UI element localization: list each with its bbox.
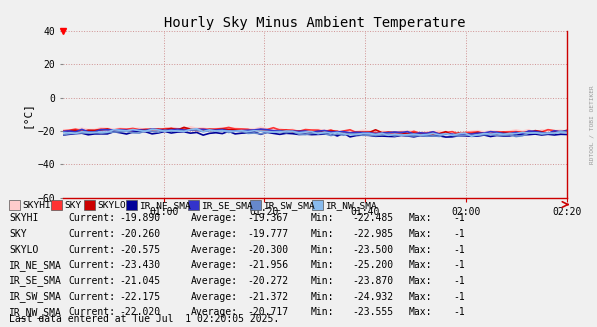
Text: -20.300: -20.300 — [248, 245, 289, 254]
Text: Min:: Min: — [310, 245, 334, 254]
Text: Max:: Max: — [409, 307, 432, 317]
Text: -19.367: -19.367 — [248, 213, 289, 223]
Text: SKYHI: SKYHI — [9, 213, 38, 223]
Text: -22.020: -22.020 — [119, 307, 161, 317]
Text: -20.575: -20.575 — [119, 245, 161, 254]
Text: IR_NE_SMA: IR_NE_SMA — [9, 260, 62, 271]
Text: SKY: SKY — [9, 229, 27, 239]
Text: Current:: Current: — [69, 276, 116, 286]
Text: IR_SE_SMA: IR_SE_SMA — [9, 275, 62, 286]
Text: RDTOOL / TOBI OETIKER: RDTOOL / TOBI OETIKER — [590, 85, 595, 164]
Text: IR_SE_SMA: IR_SE_SMA — [201, 201, 253, 210]
Text: -20.717: -20.717 — [248, 307, 289, 317]
Text: SKYHI: SKYHI — [22, 201, 51, 210]
Text: Current:: Current: — [69, 260, 116, 270]
Text: Average:: Average: — [191, 213, 238, 223]
Text: Max:: Max: — [409, 213, 432, 223]
Text: -22.175: -22.175 — [119, 292, 161, 301]
Text: Max:: Max: — [409, 260, 432, 270]
Text: Average:: Average: — [191, 260, 238, 270]
Text: -19.777: -19.777 — [248, 229, 289, 239]
Text: -24.932: -24.932 — [352, 292, 393, 301]
Text: -1: -1 — [454, 229, 466, 239]
Text: IR_NW_SMA: IR_NW_SMA — [9, 307, 62, 318]
Text: -22.485: -22.485 — [352, 213, 393, 223]
Text: -21.956: -21.956 — [248, 260, 289, 270]
Text: -23.430: -23.430 — [119, 260, 161, 270]
Text: Current:: Current: — [69, 213, 116, 223]
Text: Current:: Current: — [69, 229, 116, 239]
Text: IR_SW_SMA: IR_SW_SMA — [9, 291, 62, 302]
Text: Max:: Max: — [409, 292, 432, 301]
Text: -1: -1 — [454, 307, 466, 317]
Text: IR_NW_SMA: IR_NW_SMA — [325, 201, 377, 210]
Text: Min:: Min: — [310, 292, 334, 301]
Text: SKYLO: SKYLO — [9, 245, 38, 254]
Title: Hourly Sky Minus Ambient Temperature: Hourly Sky Minus Ambient Temperature — [164, 16, 466, 30]
Text: -1: -1 — [454, 213, 466, 223]
Text: -21.045: -21.045 — [119, 276, 161, 286]
Text: -25.200: -25.200 — [352, 260, 393, 270]
Text: -20.272: -20.272 — [248, 276, 289, 286]
Text: -1: -1 — [454, 245, 466, 254]
Text: Last data entered at Tue Jul  1 02:20:05 2025.: Last data entered at Tue Jul 1 02:20:05 … — [9, 314, 279, 324]
Text: SKY: SKY — [64, 201, 82, 210]
Text: Min:: Min: — [310, 260, 334, 270]
Y-axis label: [°C]: [°C] — [22, 101, 32, 128]
Text: Current:: Current: — [69, 307, 116, 317]
Text: Min:: Min: — [310, 229, 334, 239]
Text: -23.555: -23.555 — [352, 307, 393, 317]
Text: Max:: Max: — [409, 245, 432, 254]
Text: Average:: Average: — [191, 276, 238, 286]
Text: Min:: Min: — [310, 307, 334, 317]
Text: Min:: Min: — [310, 213, 334, 223]
Text: -1: -1 — [454, 276, 466, 286]
Text: SKYLO: SKYLO — [97, 201, 126, 210]
Text: -23.870: -23.870 — [352, 276, 393, 286]
Text: -1: -1 — [454, 292, 466, 301]
Text: -23.500: -23.500 — [352, 245, 393, 254]
Text: Min:: Min: — [310, 276, 334, 286]
Text: -21.372: -21.372 — [248, 292, 289, 301]
Text: Average:: Average: — [191, 229, 238, 239]
Text: -22.985: -22.985 — [352, 229, 393, 239]
Text: -1: -1 — [454, 260, 466, 270]
Text: Max:: Max: — [409, 276, 432, 286]
Text: Average:: Average: — [191, 307, 238, 317]
Text: IR_NE_SMA: IR_NE_SMA — [140, 201, 191, 210]
Text: Average:: Average: — [191, 292, 238, 301]
Text: -20.260: -20.260 — [119, 229, 161, 239]
Text: Max:: Max: — [409, 229, 432, 239]
Text: IR_SW_SMA: IR_SW_SMA — [263, 201, 315, 210]
Text: -19.890: -19.890 — [119, 213, 161, 223]
Text: Current:: Current: — [69, 292, 116, 301]
Text: Average:: Average: — [191, 245, 238, 254]
Text: Current:: Current: — [69, 245, 116, 254]
